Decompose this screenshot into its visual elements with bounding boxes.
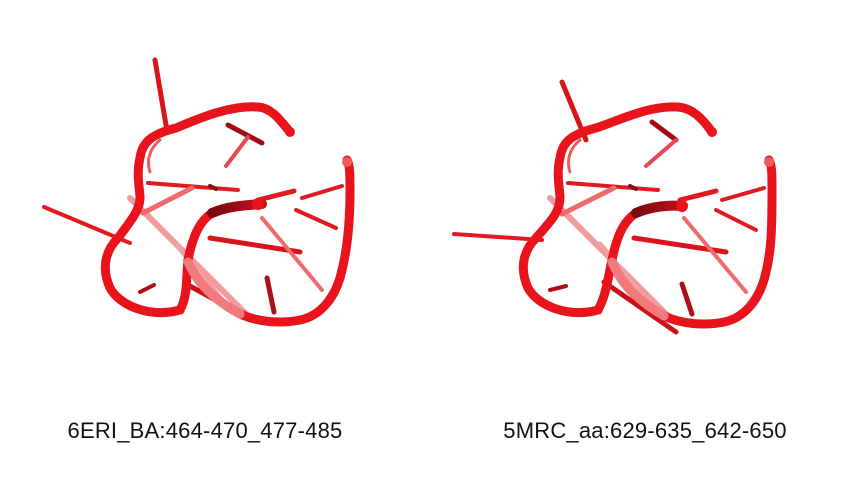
base-stick xyxy=(562,188,614,214)
base-stick xyxy=(630,186,636,189)
base-stick xyxy=(722,188,764,200)
backbone-tube-dark xyxy=(636,206,682,213)
structure-panel-right: 5MRC_aa:629-635_642-650 xyxy=(430,0,860,480)
rna-structure-render xyxy=(430,0,860,400)
structure-caption: 5MRC_aa:629-635_642-650 xyxy=(430,418,860,444)
base-stick xyxy=(646,140,676,166)
base-stick xyxy=(454,234,542,240)
base-stick xyxy=(155,60,167,131)
base-stick xyxy=(682,284,692,314)
base-stick xyxy=(684,218,746,292)
base-stick xyxy=(302,186,342,198)
rna-structure-render xyxy=(0,0,430,400)
base-stick xyxy=(296,210,336,228)
base-stick xyxy=(262,218,322,290)
structure-caption: 6ERI_BA:464-470_477-485 xyxy=(0,418,420,444)
base-stick xyxy=(140,285,154,292)
base-stick xyxy=(267,278,274,312)
base-stick xyxy=(716,210,756,230)
base-stick xyxy=(210,186,216,189)
base-stick xyxy=(258,191,294,200)
structure-panel-left: 6ERI_BA:464-470_477-485 xyxy=(0,0,430,480)
base-stick xyxy=(143,188,192,213)
base-stick xyxy=(550,286,566,290)
base-stick xyxy=(652,122,676,140)
base-stick xyxy=(226,137,248,166)
base-stick xyxy=(680,191,716,200)
